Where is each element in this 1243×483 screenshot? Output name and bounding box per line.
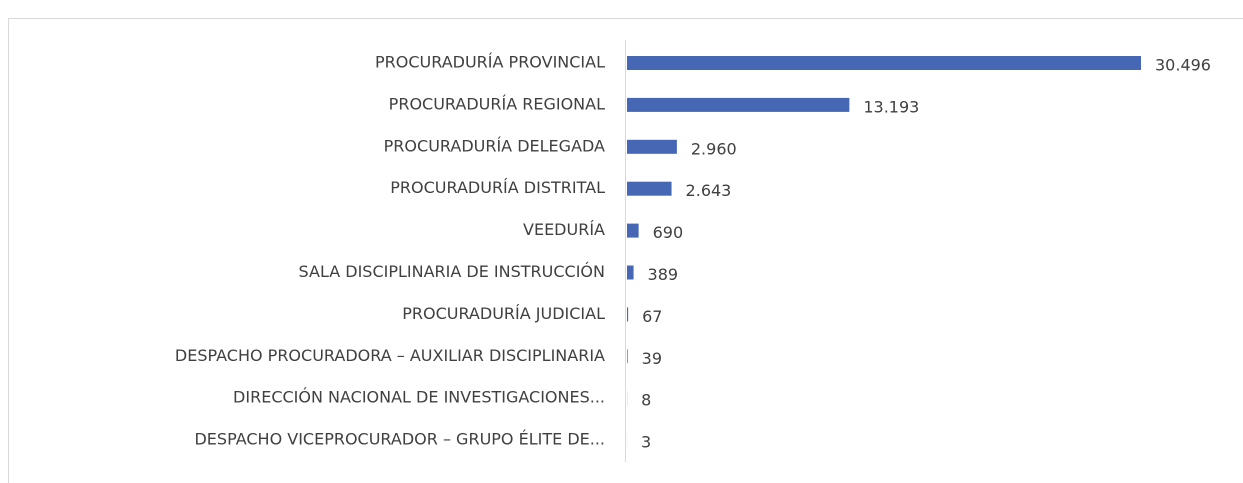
value-label: 67 [642,307,662,326]
category-label: SALA DISCIPLINARIA DE INSTRUCCIÓN [299,262,605,281]
value-label: 3 [641,433,651,452]
bar [627,307,629,322]
bar [627,139,677,154]
bar [627,349,628,364]
value-label: 30.496 [1155,56,1211,75]
value-label: 13.193 [863,97,919,116]
value-label: 690 [653,223,684,242]
category-label: DESPACHO VICEPROCURADOR – GRUPO ÉLITE DE… [194,430,605,449]
value-label: 8 [641,391,651,410]
bar [627,223,639,238]
bar [627,97,850,112]
value-label: 39 [642,349,662,368]
bar [627,181,672,196]
category-label: PROCURADURÍA DISTRITAL [390,178,605,197]
value-label: 389 [648,265,679,284]
category-label: DIRECCIÓN NACIONAL DE INVESTIGACIONES... [233,388,605,407]
bar [627,56,1141,70]
category-label: PROCURADURÍA PROVINCIAL [375,53,605,72]
value-label: 2.643 [686,181,732,200]
category-label: VEEDURÍA [523,220,605,239]
category-label: PROCURADURÍA REGIONAL [389,94,605,113]
value-label: 2.960 [691,139,737,158]
category-label: DESPACHO PROCURADORA – AUXILIAR DISCIPLI… [175,346,605,365]
category-label: PROCURADURÍA DELEGADA [384,136,605,155]
category-label: PROCURADURÍA JUDICIAL [402,304,605,323]
bar [627,265,634,280]
